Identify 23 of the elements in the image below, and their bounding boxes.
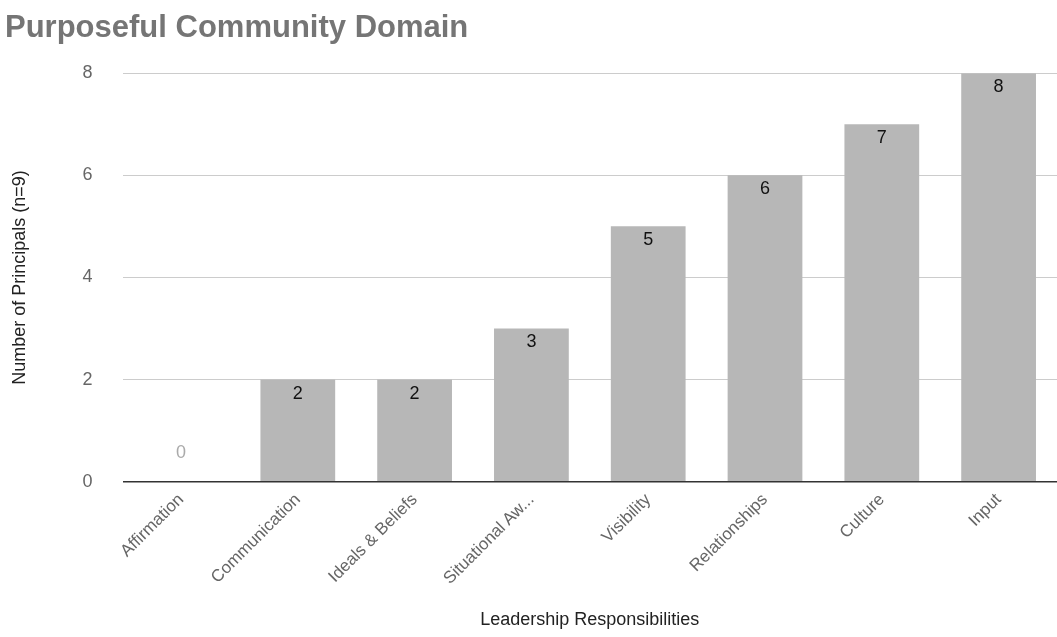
y-tick-label: 6 [82, 164, 93, 185]
data-label: 2 [409, 382, 420, 403]
bar [961, 73, 1036, 481]
bar [844, 124, 920, 481]
data-label: 0 [176, 441, 187, 462]
y-tick-label: 8 [82, 62, 93, 83]
bar [727, 175, 803, 481]
bar [260, 379, 336, 481]
data-label: 3 [526, 331, 537, 352]
y-axis-title: Number of Principals (n=9) [8, 170, 29, 385]
data-label: 6 [760, 178, 771, 199]
bar [494, 328, 569, 481]
bar [610, 226, 686, 481]
x-axis-title: Leadership Responsibilities [480, 609, 700, 630]
data-label: 5 [643, 229, 654, 250]
data-label: 2 [292, 382, 303, 403]
data-label: 8 [993, 76, 1004, 97]
y-tick-label: 4 [82, 266, 93, 287]
bar [377, 379, 452, 481]
data-label: 7 [876, 127, 887, 148]
y-tick-label: 0 [82, 470, 93, 491]
chart-title: Purposeful Community Domain [5, 9, 469, 45]
y-tick-label: 2 [82, 368, 93, 389]
